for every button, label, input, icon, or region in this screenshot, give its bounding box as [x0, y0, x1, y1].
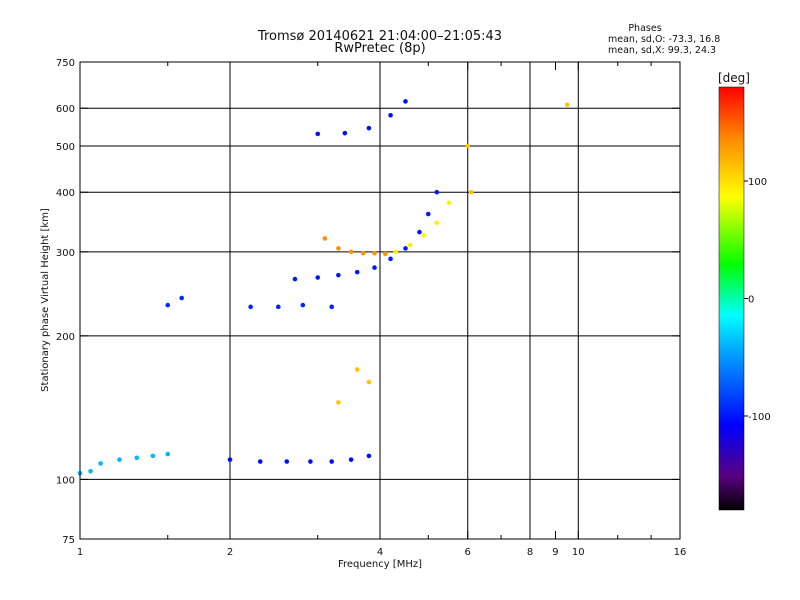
data-point	[360, 250, 366, 256]
data-point	[248, 304, 253, 310]
data-point	[372, 265, 377, 270]
data-point	[434, 189, 440, 195]
data-point	[403, 99, 408, 104]
stats-o: mean, sd,O: -73.3, 16.8	[608, 34, 720, 45]
data-point	[354, 269, 360, 275]
grid-lines	[80, 62, 680, 539]
data-point	[407, 242, 413, 248]
data-points	[77, 99, 570, 476]
data-point	[284, 459, 290, 464]
data-point	[366, 125, 372, 131]
y-tick-label: 300	[56, 248, 75, 259]
colorbar	[718, 86, 745, 511]
data-point	[227, 457, 233, 462]
y-tick-label: 600	[56, 104, 75, 115]
colorbar-label: [deg]	[718, 71, 750, 85]
data-point	[342, 130, 348, 136]
data-point	[421, 232, 427, 238]
chart-subtitle: RwPretec (8p)	[334, 41, 425, 56]
data-point	[403, 246, 408, 251]
x-tick-label: 2	[227, 547, 233, 558]
data-point	[134, 455, 140, 461]
data-point	[417, 229, 422, 235]
x-tick-label: 6	[465, 547, 471, 558]
x-tick-label: 10	[572, 547, 585, 558]
data-point	[366, 379, 372, 385]
data-point	[292, 276, 298, 282]
data-point	[388, 256, 393, 262]
data-point	[564, 102, 570, 108]
data-point	[348, 249, 354, 255]
y-tick-label: 100	[56, 475, 75, 486]
data-point	[300, 302, 306, 308]
data-point	[98, 461, 103, 466]
x-tick-label: 1	[77, 547, 83, 558]
data-point	[354, 367, 360, 372]
x-tick-label: 9	[552, 547, 558, 558]
data-point	[308, 459, 313, 464]
data-point	[275, 304, 281, 310]
data-point	[372, 250, 377, 256]
data-point	[88, 468, 93, 474]
data-point	[366, 453, 372, 459]
data-point	[165, 302, 171, 308]
colorbar-tick-label: 0	[748, 295, 754, 306]
data-point	[117, 457, 122, 462]
chart-title: Tromsø 20140621 21:04:00–21:05:43	[257, 29, 502, 44]
data-point	[348, 457, 354, 462]
colorbar-tick-label: -100	[748, 412, 771, 423]
x-axis-label: Frequency [MHz]	[338, 559, 422, 570]
y-tick-label: 750	[56, 58, 75, 69]
data-point	[434, 220, 440, 226]
plot-frame	[79, 61, 681, 540]
data-point	[179, 295, 185, 301]
y-tick-label: 75	[62, 535, 75, 546]
data-point	[383, 251, 388, 257]
data-point	[446, 200, 452, 206]
data-point	[336, 400, 341, 405]
data-point	[315, 275, 321, 280]
colorbar-tick-label: 100	[748, 177, 767, 188]
data-point	[336, 246, 341, 251]
data-point	[329, 459, 335, 464]
data-point	[465, 143, 471, 149]
data-point	[257, 459, 263, 464]
data-point	[388, 112, 393, 118]
stats-x: mean, sd,X: 99.3, 24.3	[608, 45, 716, 56]
data-point	[393, 249, 398, 255]
data-point	[150, 453, 156, 459]
x-tick-label: 4	[377, 547, 383, 558]
data-point	[322, 236, 328, 241]
data-point	[425, 211, 431, 217]
x-tick-label: 16	[674, 547, 687, 558]
data-point	[469, 189, 474, 195]
axis-ticks: 1 2 4 6 8 9 10 16 75 100 200 300 400 500 600 750	[56, 58, 686, 558]
colorbar-ticks: 100 0 -100	[744, 177, 771, 423]
data-point	[329, 304, 335, 310]
y-tick-label: 200	[56, 332, 75, 343]
y-tick-label: 500	[56, 142, 75, 153]
data-point	[336, 272, 341, 278]
x-tick-label: 8	[527, 547, 533, 558]
stats-heading: Phases	[628, 23, 661, 34]
y-axis-label: Stationary phase Virtual Height [km]	[40, 208, 51, 392]
data-point	[315, 131, 321, 137]
data-point	[165, 451, 171, 457]
y-tick-label: 400	[56, 188, 75, 199]
